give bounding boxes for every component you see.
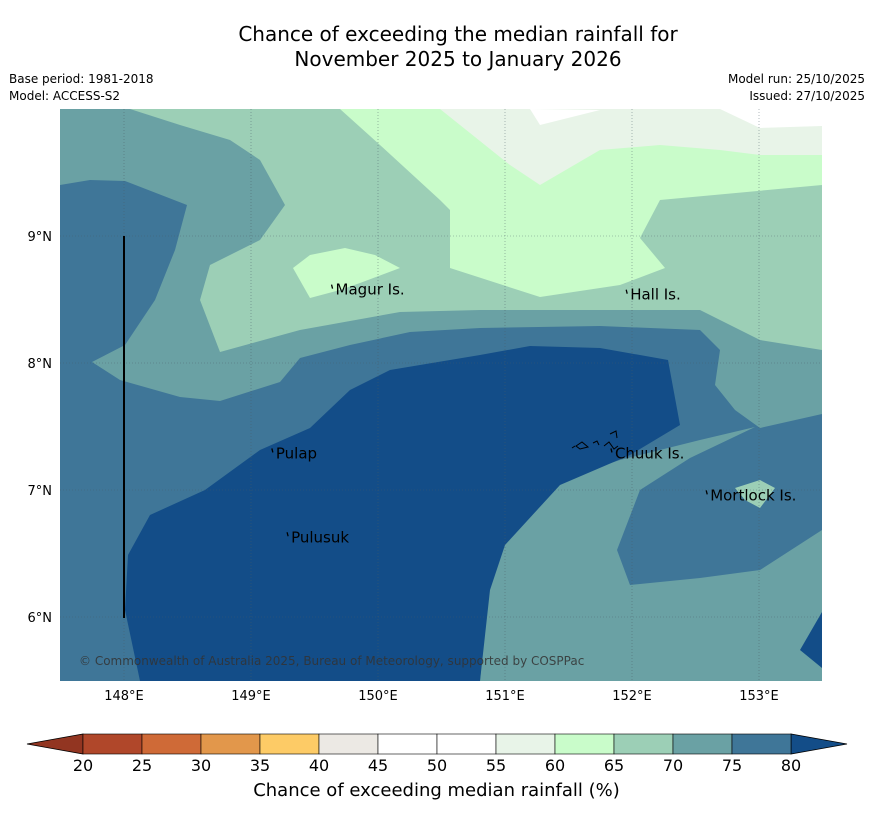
band-above-80 xyxy=(125,346,680,681)
island-outline xyxy=(610,448,613,453)
island-outline xyxy=(330,284,334,289)
colorbar-segment xyxy=(613,733,674,755)
copyright-text: © Commonwealth of Australia 2025, Bureau… xyxy=(79,654,584,668)
colorbar-segment xyxy=(495,733,556,755)
colorbar-segment xyxy=(731,733,792,755)
place-label: Magur Is. xyxy=(336,281,405,299)
contour-layers xyxy=(60,109,822,681)
band-60-65-island xyxy=(293,248,400,298)
colorbar-tick-label: 60 xyxy=(545,756,565,775)
x-tick-label: 152°E xyxy=(612,689,652,704)
colorbar-segment xyxy=(259,733,320,755)
colorbar-segment xyxy=(141,733,202,755)
colorbar-segment xyxy=(436,733,497,755)
chuuk-islands xyxy=(571,430,619,450)
colorbar-tick-label: 20 xyxy=(73,756,93,775)
x-tick-label: 148°E xyxy=(104,689,144,704)
meta-right: Model run: 25/10/2025 Issued: 27/10/2025 xyxy=(728,71,865,105)
island-outline xyxy=(705,490,708,495)
y-tick-label: 7°N xyxy=(28,484,53,499)
colorbar-segment xyxy=(318,733,379,755)
place-marker: Pulusuk xyxy=(286,528,349,546)
place-label: Mortlock Is. xyxy=(710,486,796,504)
colorbar-segment xyxy=(672,733,733,755)
colorbar-segment xyxy=(82,733,143,755)
x-tick-label: 149°E xyxy=(231,689,271,704)
y-tick-label: 6°N xyxy=(28,611,53,626)
colorbar-tick-label: 65 xyxy=(604,756,624,775)
x-tick-label: 151°E xyxy=(485,689,525,704)
model-text: Model: ACCESS-S2 xyxy=(9,89,121,103)
island-outline xyxy=(286,532,289,537)
place-marker: Magur Is. xyxy=(330,281,405,299)
place-marker: Chuuk Is. xyxy=(610,444,684,462)
place-marker: Pulap xyxy=(271,444,317,462)
colorbar-segment xyxy=(554,733,615,755)
colorbar-tick-label: 35 xyxy=(250,756,270,775)
colorbar-tick-label: 55 xyxy=(486,756,506,775)
meta-left: Base period: 1981-2018 Model: ACCESS-S2 xyxy=(9,71,154,105)
place-labels: Magur Is. Hall Is. Pulap Chuuk Is. Mortlock … xyxy=(271,281,796,546)
x-tick-label: 153°E xyxy=(739,689,779,704)
colorbar-under-arrow xyxy=(26,733,84,755)
y-axis-ticks: 9°N 8°N 7°N 6°N xyxy=(28,230,53,626)
y-tick-label: 9°N xyxy=(28,230,53,245)
map-title: Chance of exceeding the median rainfall … xyxy=(0,22,873,72)
title-line-1: Chance of exceeding the median rainfall … xyxy=(238,22,678,46)
island-outline xyxy=(271,448,274,453)
x-axis-ticks: 148°E 149°E 150°E 151°E 152°E 153°E xyxy=(104,689,779,704)
colorbar-tick-label: 80 xyxy=(781,756,801,775)
place-label: Hall Is. xyxy=(630,286,681,304)
colorbar-label: Chance of exceeding median rainfall (%) xyxy=(253,780,620,801)
band-60-65 xyxy=(340,109,822,297)
issued-text: Issued: 27/10/2025 xyxy=(749,89,865,103)
island-outline xyxy=(625,289,628,294)
band-65-70-patch xyxy=(735,480,775,508)
colorbar-tick-label: 40 xyxy=(309,756,329,775)
colorbar-over-arrow xyxy=(790,733,848,755)
band-above-80-corner xyxy=(800,612,822,668)
place-label: Chuuk Is. xyxy=(615,444,684,462)
colorbar-tick-label: 25 xyxy=(132,756,152,775)
place-marker: Hall Is. xyxy=(625,286,681,304)
colorbar-tick-label: 30 xyxy=(191,756,211,775)
base-period-text: Base period: 1981-2018 xyxy=(9,72,154,86)
band-55-60 xyxy=(440,109,822,185)
place-label: Pulusuk xyxy=(291,528,349,546)
y-tick-label: 8°N xyxy=(28,357,53,372)
colorbar-tick-label: 70 xyxy=(663,756,683,775)
colorbar-tick-label: 50 xyxy=(427,756,447,775)
x-tick-label: 150°E xyxy=(358,689,398,704)
band-white-corner xyxy=(720,109,822,128)
colorbar-tick-label: 75 xyxy=(722,756,742,775)
colorbar-segment xyxy=(200,733,261,755)
place-marker: Mortlock Is. xyxy=(705,486,796,504)
colorbar-tick-label: 45 xyxy=(368,756,388,775)
place-label: Pulap xyxy=(276,444,317,462)
model-run-text: Model run: 25/10/2025 xyxy=(727,72,865,86)
colorbar: 20 25 30 35 40 45 50 55 60 65 70 75 80 xyxy=(26,733,848,775)
colorbar-segment xyxy=(377,733,438,755)
title-line-2: November 2025 to January 2026 xyxy=(294,47,622,71)
band-white-notch xyxy=(530,109,600,125)
